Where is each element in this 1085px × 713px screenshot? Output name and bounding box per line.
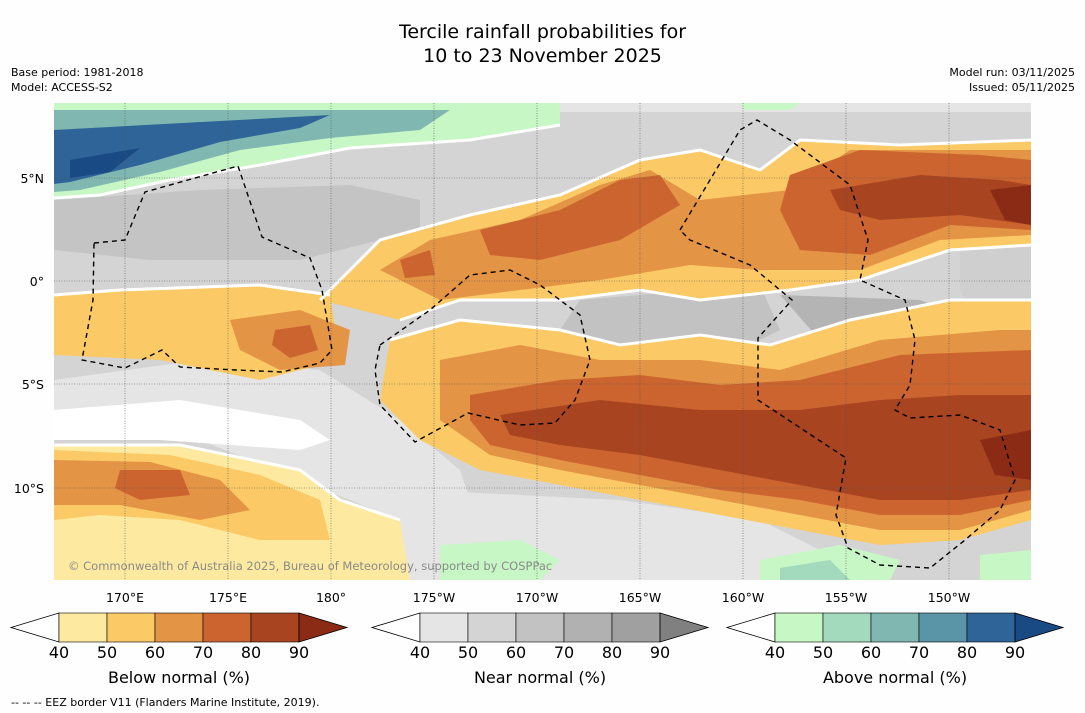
colorbar-segment (774, 612, 824, 643)
colorbar-segment (966, 612, 1016, 643)
model-run: Model run: 03/11/2025 (949, 66, 1075, 79)
colorbar-max-arrow (298, 612, 349, 643)
colorbar-tick-label: 50 (812, 643, 834, 662)
colorbar-segment (822, 612, 872, 643)
colorbar-segment (419, 612, 469, 643)
colorbar-tick-label: 60 (860, 643, 882, 662)
colorbar-segment (106, 612, 156, 643)
colorbar-tick-label: 90 (1004, 643, 1026, 662)
lat-label-0: 0° (29, 274, 44, 289)
lat-label-5n: 5°N (20, 171, 44, 186)
colorbar-title: Near normal (%) (473, 668, 607, 687)
colorbar-segment (918, 612, 968, 643)
colorbar-min-arrow (370, 612, 421, 643)
colorbar-segment (250, 612, 300, 643)
lat-label-10s: 10°S (13, 481, 44, 496)
colorbar-tick-label: 70 (192, 643, 214, 662)
title-line-1: Tercile rainfall probabilities for (398, 21, 687, 43)
colorbar-tick-label: 80 (956, 643, 978, 662)
colorbar-tick-label: 80 (240, 643, 262, 662)
colorbar-tick-label: 70 (553, 643, 575, 662)
colorbar-title: Below normal (%) (107, 668, 251, 687)
eez-borders (81, 119, 1016, 569)
colorbar-tick-label: 40 (409, 643, 431, 662)
lon-label-165w: 165°W (618, 590, 662, 605)
run-info: Model run: 03/11/2025 Issued: 05/11/2025 (949, 65, 1075, 95)
lon-label-150w: 150°W (927, 590, 971, 605)
colorbar-min-arrow (725, 612, 776, 643)
lon-label-180: 180° (315, 590, 347, 605)
colorbar-tick-label: 40 (48, 643, 70, 662)
lon-label-160w: 160°W (721, 590, 765, 605)
map-panel: © Commonwealth of Australia 2025, Bureau… (54, 103, 1031, 580)
colorbar-tick-label: 90 (288, 643, 310, 662)
lon-label-170w: 170°W (515, 590, 559, 605)
graticule (54, 103, 1031, 580)
colorbar-segment (515, 612, 565, 643)
lon-label-175e: 175°E (208, 590, 247, 605)
lon-label-170e: 170°E (105, 590, 144, 605)
colorbar-tick-label: 40 (764, 643, 786, 662)
colorbar-tick-label: 80 (601, 643, 623, 662)
colorbar-tick-label: 70 (908, 643, 930, 662)
colorbar-segment (58, 612, 108, 643)
issued-date: Issued: 05/11/2025 (968, 81, 1075, 94)
colorbar-max-arrow (1014, 612, 1065, 643)
eez-legend-note: -- -- -- EEZ border V11 (Flanders Marine… (11, 696, 320, 709)
title-line-2: 10 to 23 November 2025 (423, 45, 662, 67)
colorbar-tick-label: 60 (505, 643, 527, 662)
base-period: Base period: 1981-2018 (11, 66, 144, 79)
colorbar-tick-label: 90 (649, 643, 671, 662)
lon-label-175w: 175°W (412, 590, 456, 605)
base-info: Base period: 1981-2018 Model: ACCESS-S2 (11, 65, 143, 95)
colorbar-title: Above normal (%) (822, 668, 968, 687)
colorbar-segment (611, 612, 661, 643)
colorbar-max-arrow (659, 612, 710, 643)
lon-label-155w: 155°W (824, 590, 868, 605)
colorbar-tick-label: 50 (96, 643, 118, 662)
colorbar-segment (467, 612, 517, 643)
colorbar-segment (870, 612, 920, 643)
lat-label-5s: 5°S (21, 377, 44, 392)
model-name: Model: ACCESS-S2 (11, 81, 113, 94)
colorbar-min-arrow (9, 612, 60, 643)
colorbars (9, 612, 1065, 643)
colorbar-tick-label: 50 (457, 643, 479, 662)
copyright-notice: © Commonwealth of Australia 2025, Bureau… (68, 559, 552, 573)
colorbar-segment (154, 612, 204, 643)
colorbar-segment (563, 612, 613, 643)
colorbar-segment (202, 612, 252, 643)
colorbar-tick-label: 60 (144, 643, 166, 662)
map-title: Tercile rainfall probabilities for 10 to… (0, 20, 1085, 68)
